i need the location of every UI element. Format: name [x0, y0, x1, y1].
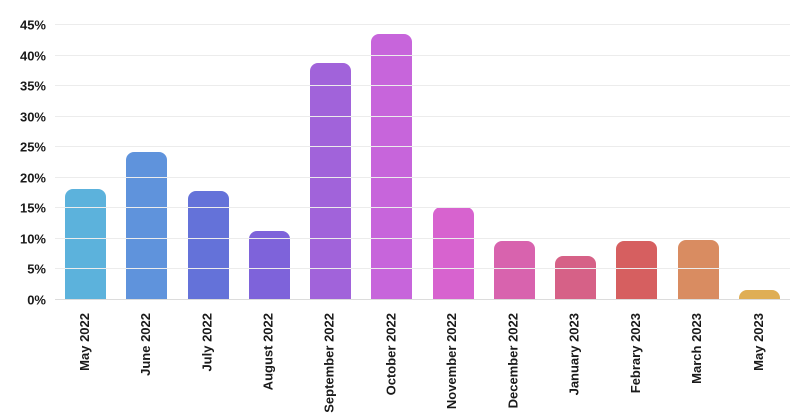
gridline-5 [55, 268, 790, 270]
x-axis-label-november-2022: November 2022 [444, 313, 460, 410]
y-axis-tick-20: 20% [19, 170, 46, 186]
x-axis-label-january-2023: January 2023 [566, 313, 582, 396]
gridline-10 [55, 237, 790, 239]
x-axis-labels: May 2022 June 2022 July 2022 August 2022 Sep… [55, 300, 790, 413]
y-axis-tick-40: 40% [19, 48, 46, 64]
y-axis-tick-25: 25% [19, 139, 46, 155]
y-axis-tick-30: 30% [19, 109, 46, 125]
gridline-15 [55, 207, 790, 209]
y-axis-tick-15: 15% [19, 200, 46, 216]
bar-slot-september-2022 [300, 25, 361, 300]
bar-october-2022 [371, 33, 413, 300]
bar-slot-november-2022 [423, 25, 484, 300]
y-axis-tick-10: 10% [19, 231, 46, 247]
bars-container [55, 25, 790, 300]
bar-january-2023 [555, 256, 597, 300]
x-label-cell-febrary-2023: Febrary 2023 [606, 300, 667, 405]
bar-slot-may-2023 [729, 25, 790, 300]
x-axis-label-may-2023: May 2023 [750, 313, 766, 371]
bar-slot-january-2023 [545, 25, 606, 300]
x-axis-label-may-2022: May 2022 [76, 313, 92, 371]
x-label-cell-june-2022: June 2022 [116, 300, 177, 405]
x-label-cell-october-2022: October 2022 [361, 300, 422, 405]
y-axis-tick-45: 45% [19, 17, 46, 33]
bar-may-2022 [65, 188, 107, 300]
bar-slot-march-2023 [668, 25, 729, 300]
x-axis-label-july-2022: July 2022 [199, 313, 215, 372]
gridline-30 [55, 115, 790, 117]
bar-slot-july-2022 [178, 25, 239, 300]
bar-febrary-2023 [616, 241, 658, 300]
gridline-25 [55, 146, 790, 148]
x-axis-label-june-2022: June 2022 [137, 313, 153, 376]
x-axis-label-febrary-2023: Febrary 2023 [627, 313, 643, 394]
gridline-35 [55, 85, 790, 87]
x-label-cell-march-2023: March 2023 [668, 300, 729, 405]
y-axis-tick-5: 5% [27, 261, 46, 277]
x-label-cell-july-2022: July 2022 [178, 300, 239, 405]
plot-area: 0% 5% 10% 15% 20% 25% 30% 35% 40% 45% [20, 18, 790, 308]
x-axis-label-december-2022: December 2022 [505, 313, 521, 409]
x-axis-label-october-2022: October 2022 [382, 313, 398, 396]
x-label-cell-december-2022: December 2022 [484, 300, 545, 409]
x-label-cell-may-2022: May 2022 [55, 300, 116, 405]
bar-december-2022 [493, 241, 535, 300]
bar-august-2022 [248, 230, 290, 300]
x-label-cell-september-2022: September 2022 [300, 300, 361, 413]
x-label-cell-august-2022: August 2022 [239, 300, 300, 405]
bar-september-2022 [310, 62, 352, 300]
gridline-40 [55, 54, 790, 56]
bar-july-2022 [187, 191, 229, 300]
bar-slot-may-2022 [55, 25, 116, 300]
bar-slot-june-2022 [116, 25, 177, 300]
y-axis-tick-0: 0% [27, 292, 46, 308]
gridline-20 [55, 176, 790, 178]
x-axis-label-march-2023: March 2023 [689, 313, 705, 384]
bar-june-2022 [126, 152, 168, 300]
y-axis-tick-35: 35% [19, 78, 46, 94]
x-axis-label-august-2022: August 2022 [260, 313, 276, 391]
gridline-45 [55, 24, 790, 25]
x-label-cell-may-2023: May 2023 [729, 300, 790, 405]
x-label-cell-january-2023: January 2023 [545, 300, 606, 405]
gridline-0 [55, 299, 790, 300]
bar-slot-december-2022 [484, 25, 545, 300]
x-label-cell-november-2022: November 2022 [423, 300, 484, 409]
bar-march-2023 [677, 240, 719, 300]
bar-slot-august-2022 [239, 25, 300, 300]
bar-slot-october-2022 [361, 25, 422, 300]
bar-slot-febrary-2023 [606, 25, 667, 300]
bar-november-2022 [432, 207, 474, 300]
x-axis-label-september-2022: September 2022 [321, 313, 337, 413]
bar-may-2023 [738, 290, 780, 300]
